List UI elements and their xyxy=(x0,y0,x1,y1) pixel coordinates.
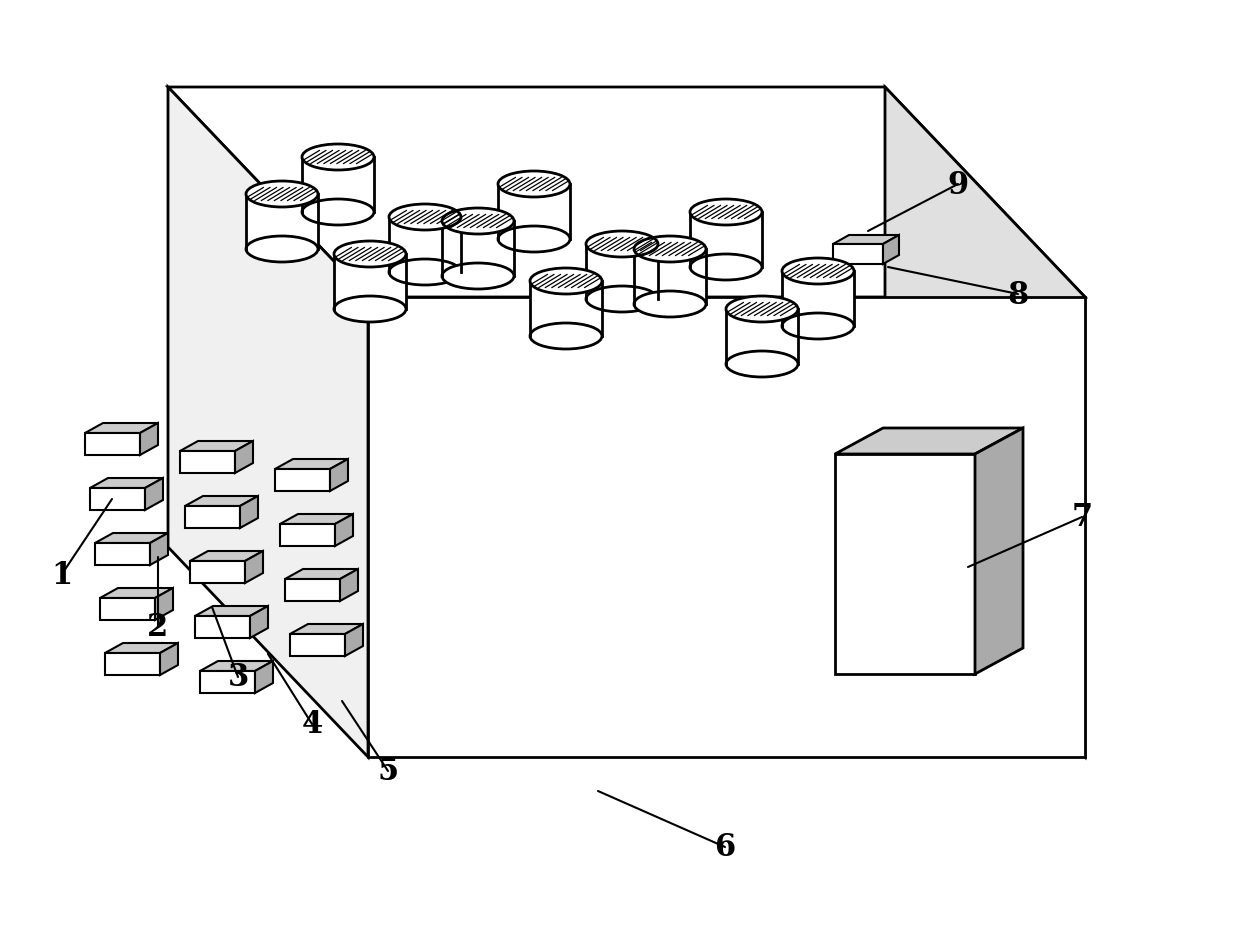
Polygon shape xyxy=(195,606,268,616)
Text: 2: 2 xyxy=(148,612,169,643)
Ellipse shape xyxy=(689,255,763,281)
Polygon shape xyxy=(105,653,160,675)
Ellipse shape xyxy=(246,237,317,263)
Text: 4: 4 xyxy=(301,708,322,740)
Ellipse shape xyxy=(498,227,570,252)
Polygon shape xyxy=(280,525,335,546)
Polygon shape xyxy=(95,544,150,565)
Polygon shape xyxy=(833,245,883,265)
Ellipse shape xyxy=(782,259,854,285)
Ellipse shape xyxy=(782,313,854,340)
Polygon shape xyxy=(275,460,348,469)
Ellipse shape xyxy=(587,231,658,258)
Polygon shape xyxy=(290,634,345,656)
Polygon shape xyxy=(190,562,246,584)
Polygon shape xyxy=(86,424,157,433)
Text: 8: 8 xyxy=(1007,279,1029,310)
Polygon shape xyxy=(160,644,179,675)
Polygon shape xyxy=(100,588,174,599)
Polygon shape xyxy=(180,442,253,451)
Text: 7: 7 xyxy=(1071,502,1092,533)
Polygon shape xyxy=(330,460,348,491)
Text: 1: 1 xyxy=(51,559,73,590)
Polygon shape xyxy=(275,469,330,491)
Polygon shape xyxy=(86,433,140,455)
Polygon shape xyxy=(285,580,340,602)
Polygon shape xyxy=(95,533,167,544)
Polygon shape xyxy=(255,662,273,693)
Polygon shape xyxy=(587,245,658,300)
Polygon shape xyxy=(140,424,157,455)
Polygon shape xyxy=(498,185,570,240)
Ellipse shape xyxy=(725,297,799,323)
Polygon shape xyxy=(334,255,405,309)
Polygon shape xyxy=(150,533,167,565)
Polygon shape xyxy=(885,88,1085,757)
Text: 9: 9 xyxy=(947,169,968,200)
Ellipse shape xyxy=(389,260,461,286)
Polygon shape xyxy=(200,671,255,693)
Polygon shape xyxy=(634,249,706,305)
Polygon shape xyxy=(246,195,317,249)
Text: 6: 6 xyxy=(714,832,735,863)
Polygon shape xyxy=(155,588,174,621)
Polygon shape xyxy=(105,644,179,653)
Polygon shape xyxy=(975,428,1023,674)
Ellipse shape xyxy=(529,324,601,349)
Ellipse shape xyxy=(389,205,461,230)
Ellipse shape xyxy=(529,268,601,295)
Polygon shape xyxy=(529,282,601,337)
Polygon shape xyxy=(185,506,241,528)
Polygon shape xyxy=(335,514,353,546)
Polygon shape xyxy=(782,271,854,327)
Polygon shape xyxy=(883,236,899,265)
Polygon shape xyxy=(303,158,374,213)
Polygon shape xyxy=(389,218,461,272)
Ellipse shape xyxy=(634,291,706,318)
Polygon shape xyxy=(368,298,1085,757)
Ellipse shape xyxy=(689,200,763,226)
Ellipse shape xyxy=(303,200,374,226)
Polygon shape xyxy=(345,625,363,656)
Polygon shape xyxy=(725,309,799,365)
Polygon shape xyxy=(180,451,236,473)
Polygon shape xyxy=(280,514,353,525)
Polygon shape xyxy=(200,662,273,671)
Polygon shape xyxy=(250,606,268,639)
Polygon shape xyxy=(285,569,358,580)
Polygon shape xyxy=(190,551,263,562)
Polygon shape xyxy=(835,454,975,674)
Ellipse shape xyxy=(334,297,405,323)
Polygon shape xyxy=(91,479,162,488)
Text: 5: 5 xyxy=(377,756,398,786)
Ellipse shape xyxy=(441,264,515,289)
Polygon shape xyxy=(290,625,363,634)
Ellipse shape xyxy=(587,287,658,312)
Polygon shape xyxy=(441,222,515,277)
Polygon shape xyxy=(236,442,253,473)
Ellipse shape xyxy=(334,242,405,268)
Ellipse shape xyxy=(441,208,515,235)
Ellipse shape xyxy=(634,237,706,263)
Ellipse shape xyxy=(303,145,374,170)
Polygon shape xyxy=(91,488,145,510)
Text: 3: 3 xyxy=(227,662,249,693)
Polygon shape xyxy=(689,213,763,268)
Polygon shape xyxy=(340,569,358,602)
Polygon shape xyxy=(185,497,258,506)
Polygon shape xyxy=(833,236,899,245)
Polygon shape xyxy=(241,497,258,528)
Ellipse shape xyxy=(725,351,799,378)
Polygon shape xyxy=(100,599,155,621)
Polygon shape xyxy=(167,88,1085,298)
Ellipse shape xyxy=(498,171,570,198)
Polygon shape xyxy=(167,88,368,757)
Polygon shape xyxy=(246,551,263,584)
Ellipse shape xyxy=(246,182,317,208)
Polygon shape xyxy=(835,428,1023,454)
Polygon shape xyxy=(145,479,162,510)
Polygon shape xyxy=(195,616,250,639)
